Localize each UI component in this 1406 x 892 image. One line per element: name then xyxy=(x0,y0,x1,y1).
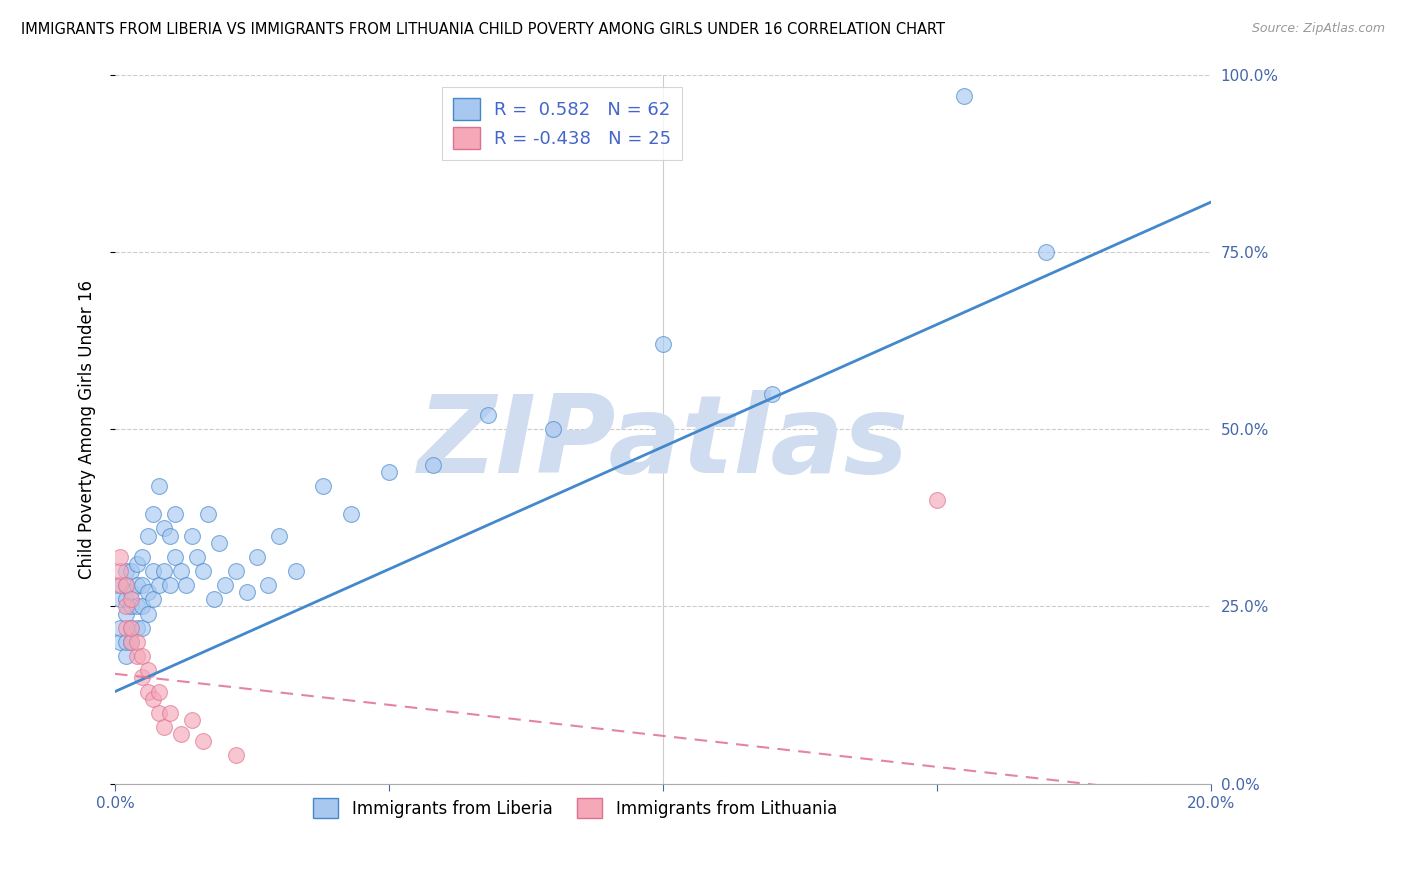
Point xyxy=(120,621,142,635)
Point xyxy=(110,549,132,564)
Point xyxy=(312,479,335,493)
Point xyxy=(110,621,132,635)
Point xyxy=(115,607,138,621)
Point xyxy=(197,507,219,521)
Text: ZIPatlas: ZIPatlas xyxy=(418,391,908,496)
Point xyxy=(159,706,181,720)
Point xyxy=(148,706,170,720)
Point xyxy=(125,621,148,635)
Point xyxy=(136,607,159,621)
Point xyxy=(142,507,165,521)
Point xyxy=(131,578,153,592)
Point xyxy=(136,663,159,677)
Point xyxy=(131,549,153,564)
Point xyxy=(225,564,247,578)
Point xyxy=(110,592,132,607)
Point xyxy=(115,564,138,578)
Point xyxy=(651,337,673,351)
Point xyxy=(120,564,142,578)
Point xyxy=(148,684,170,698)
Point xyxy=(165,549,187,564)
Point xyxy=(120,635,142,649)
Point xyxy=(202,592,225,607)
Point xyxy=(110,564,132,578)
Point xyxy=(115,592,138,607)
Point xyxy=(142,592,165,607)
Point xyxy=(115,578,138,592)
Point xyxy=(136,684,159,698)
Point xyxy=(110,578,132,592)
Point xyxy=(110,635,132,649)
Point xyxy=(180,713,202,727)
Point xyxy=(153,521,176,535)
Point xyxy=(125,649,148,664)
Y-axis label: Child Poverty Among Girls Under 16: Child Poverty Among Girls Under 16 xyxy=(79,279,96,579)
Point xyxy=(174,578,197,592)
Point xyxy=(120,621,142,635)
Point xyxy=(186,549,208,564)
Point xyxy=(191,564,214,578)
Point xyxy=(115,621,138,635)
Point xyxy=(136,585,159,599)
Point xyxy=(339,507,361,521)
Point xyxy=(120,585,142,599)
Point xyxy=(269,528,291,542)
Point xyxy=(115,578,138,592)
Point xyxy=(125,578,148,592)
Point xyxy=(191,734,214,748)
Point xyxy=(257,578,280,592)
Point xyxy=(142,564,165,578)
Point xyxy=(1035,244,1057,259)
Point xyxy=(761,386,783,401)
Point xyxy=(214,578,236,592)
Point xyxy=(136,528,159,542)
Text: Source: ZipAtlas.com: Source: ZipAtlas.com xyxy=(1251,22,1385,36)
Point xyxy=(125,599,148,614)
Point xyxy=(170,727,193,741)
Point xyxy=(120,599,142,614)
Point xyxy=(131,649,153,664)
Point xyxy=(953,88,976,103)
Point xyxy=(120,592,142,607)
Point xyxy=(422,458,444,472)
Point xyxy=(120,635,142,649)
Point xyxy=(125,635,148,649)
Point xyxy=(115,635,138,649)
Point xyxy=(148,479,170,493)
Point xyxy=(246,549,269,564)
Point xyxy=(125,557,148,571)
Point xyxy=(153,564,176,578)
Point xyxy=(225,748,247,763)
Point xyxy=(170,564,193,578)
Point xyxy=(153,720,176,734)
Point xyxy=(115,599,138,614)
Point xyxy=(165,507,187,521)
Legend: Immigrants from Liberia, Immigrants from Lithuania: Immigrants from Liberia, Immigrants from… xyxy=(307,791,844,825)
Text: IMMIGRANTS FROM LIBERIA VS IMMIGRANTS FROM LITHUANIA CHILD POVERTY AMONG GIRLS U: IMMIGRANTS FROM LIBERIA VS IMMIGRANTS FR… xyxy=(21,22,945,37)
Point xyxy=(477,408,499,422)
Point xyxy=(142,691,165,706)
Point xyxy=(925,493,948,508)
Point xyxy=(131,599,153,614)
Point xyxy=(115,649,138,664)
Point xyxy=(235,585,257,599)
Point xyxy=(208,535,231,549)
Point xyxy=(131,670,153,684)
Point xyxy=(148,578,170,592)
Point xyxy=(284,564,307,578)
Point xyxy=(159,578,181,592)
Point xyxy=(110,578,132,592)
Point xyxy=(378,465,401,479)
Point xyxy=(180,528,202,542)
Point xyxy=(159,528,181,542)
Point xyxy=(543,422,565,436)
Point xyxy=(131,621,153,635)
